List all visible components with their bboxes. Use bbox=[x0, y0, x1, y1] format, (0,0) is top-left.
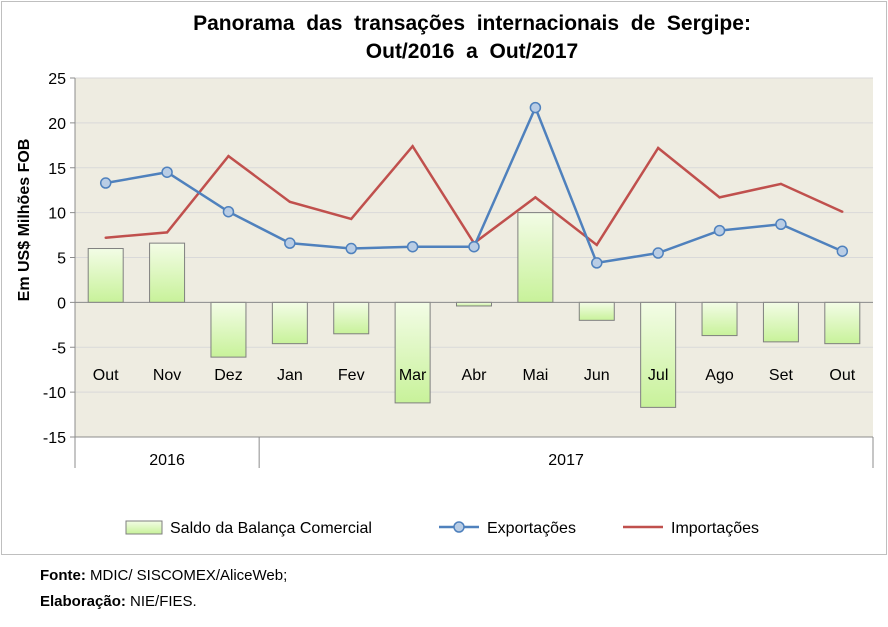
point-exportacoes bbox=[468, 240, 480, 253]
source-note: Fonte: MDIC/ SISCOMEX/AliceWeb; bbox=[40, 567, 287, 584]
point-exportacoes bbox=[99, 177, 112, 189]
x-tick-label: Set bbox=[769, 367, 794, 384]
bar-saldo bbox=[578, 301, 615, 321]
x-tick-label: Out bbox=[829, 367, 855, 384]
point-importacoes bbox=[227, 154, 230, 158]
x-tick-label: Ago bbox=[705, 367, 734, 384]
x-tick-label: Abr bbox=[462, 367, 488, 384]
bar-saldo bbox=[87, 248, 124, 303]
point-importacoes bbox=[656, 146, 660, 150]
point-importacoes bbox=[779, 182, 783, 186]
bar-saldo bbox=[640, 301, 677, 408]
legend: Saldo da Balança Comercial Exportações Imp… bbox=[125, 520, 759, 537]
bar-saldo bbox=[333, 301, 370, 335]
source-text: MDIC/ SISCOMEX/AliceWeb; bbox=[85, 567, 288, 584]
bar-saldo bbox=[701, 301, 738, 337]
legend-label-importacoes: Importações bbox=[671, 520, 759, 537]
bar-saldo bbox=[824, 301, 861, 345]
credit-text: NIE/FIES. bbox=[125, 593, 197, 610]
point-exportacoes bbox=[529, 101, 542, 114]
y-tick-label: 5 bbox=[57, 251, 66, 268]
y-axis-label: Em US$ Milhões FOB bbox=[16, 139, 33, 302]
x-tick-label: Dez bbox=[214, 367, 242, 384]
x-tick-label: Jan bbox=[277, 367, 303, 384]
bar-saldo bbox=[149, 242, 186, 303]
chart-svg: Panorama das transações internacionais d… bbox=[16, 12, 874, 537]
point-importacoes bbox=[104, 236, 107, 239]
bar-saldo bbox=[762, 301, 799, 343]
chart-frame: Panorama das transações internacionais d… bbox=[1, 1, 887, 555]
chart-title-line2: Out/2016 a Out/2017 bbox=[366, 40, 578, 63]
bar-saldo bbox=[456, 301, 492, 307]
point-exportacoes bbox=[591, 257, 603, 269]
legend-label-exportacoes: Exportações bbox=[487, 520, 576, 537]
x-tick-label: Fev bbox=[338, 367, 365, 384]
plot-area: 25 20 15 10 5 0 -5 -10 -15 Out Nov Dez Jan Fev Mar Abr M… bbox=[43, 71, 874, 469]
source-label: Fonte: bbox=[40, 567, 86, 584]
year-group-label: 2016 bbox=[149, 452, 185, 469]
y-tick-label: -5 bbox=[52, 340, 66, 357]
point-exportacoes bbox=[713, 224, 726, 237]
point-importacoes bbox=[350, 217, 353, 221]
legend-label-saldo: Saldo da Balança Comercial bbox=[170, 520, 372, 537]
point-exportacoes bbox=[161, 166, 173, 178]
y-tick-label: 0 bbox=[57, 295, 66, 312]
y-tick-label: 20 bbox=[48, 116, 66, 133]
y-tick-label: 25 bbox=[48, 71, 66, 88]
legend-marker-exportacoes bbox=[453, 521, 465, 533]
x-tick-label: Jul bbox=[648, 367, 668, 384]
bar-saldo bbox=[517, 212, 554, 303]
year-group-label: 2017 bbox=[548, 452, 584, 469]
point-exportacoes bbox=[652, 247, 664, 259]
point-exportacoes bbox=[284, 237, 296, 249]
credit-note: Elaboração: NIE/FIES. bbox=[40, 593, 197, 610]
x-tick-label: Out bbox=[93, 367, 119, 384]
x-tick-label: Mai bbox=[522, 367, 548, 384]
y-tick-label: 15 bbox=[48, 161, 66, 178]
legend-swatch-saldo bbox=[125, 520, 163, 535]
credit-label: Elaboração: bbox=[40, 593, 126, 610]
x-tick-label: Nov bbox=[153, 367, 181, 384]
bar-saldo bbox=[394, 301, 431, 404]
y-tick-label: 10 bbox=[48, 206, 66, 223]
point-importacoes bbox=[595, 243, 598, 247]
y-tick-label: -10 bbox=[43, 385, 66, 402]
y-tick-label: -15 bbox=[43, 430, 66, 447]
chart-title-line1: Panorama das transações internacionais d… bbox=[193, 12, 751, 35]
bar-saldo bbox=[271, 301, 308, 345]
point-exportacoes bbox=[836, 245, 849, 257]
point-importacoes bbox=[718, 196, 721, 199]
point-exportacoes bbox=[406, 240, 419, 253]
point-importacoes bbox=[288, 200, 292, 204]
point-importacoes bbox=[411, 145, 414, 148]
point-importacoes bbox=[841, 210, 844, 213]
x-tick-label: Jun bbox=[584, 367, 610, 384]
x-tick-label: Mar bbox=[399, 367, 427, 384]
point-importacoes bbox=[534, 196, 537, 199]
point-exportacoes bbox=[222, 205, 235, 218]
point-exportacoes bbox=[775, 218, 787, 231]
point-importacoes bbox=[165, 231, 169, 234]
point-exportacoes bbox=[345, 242, 357, 255]
bar-saldo bbox=[210, 301, 247, 358]
